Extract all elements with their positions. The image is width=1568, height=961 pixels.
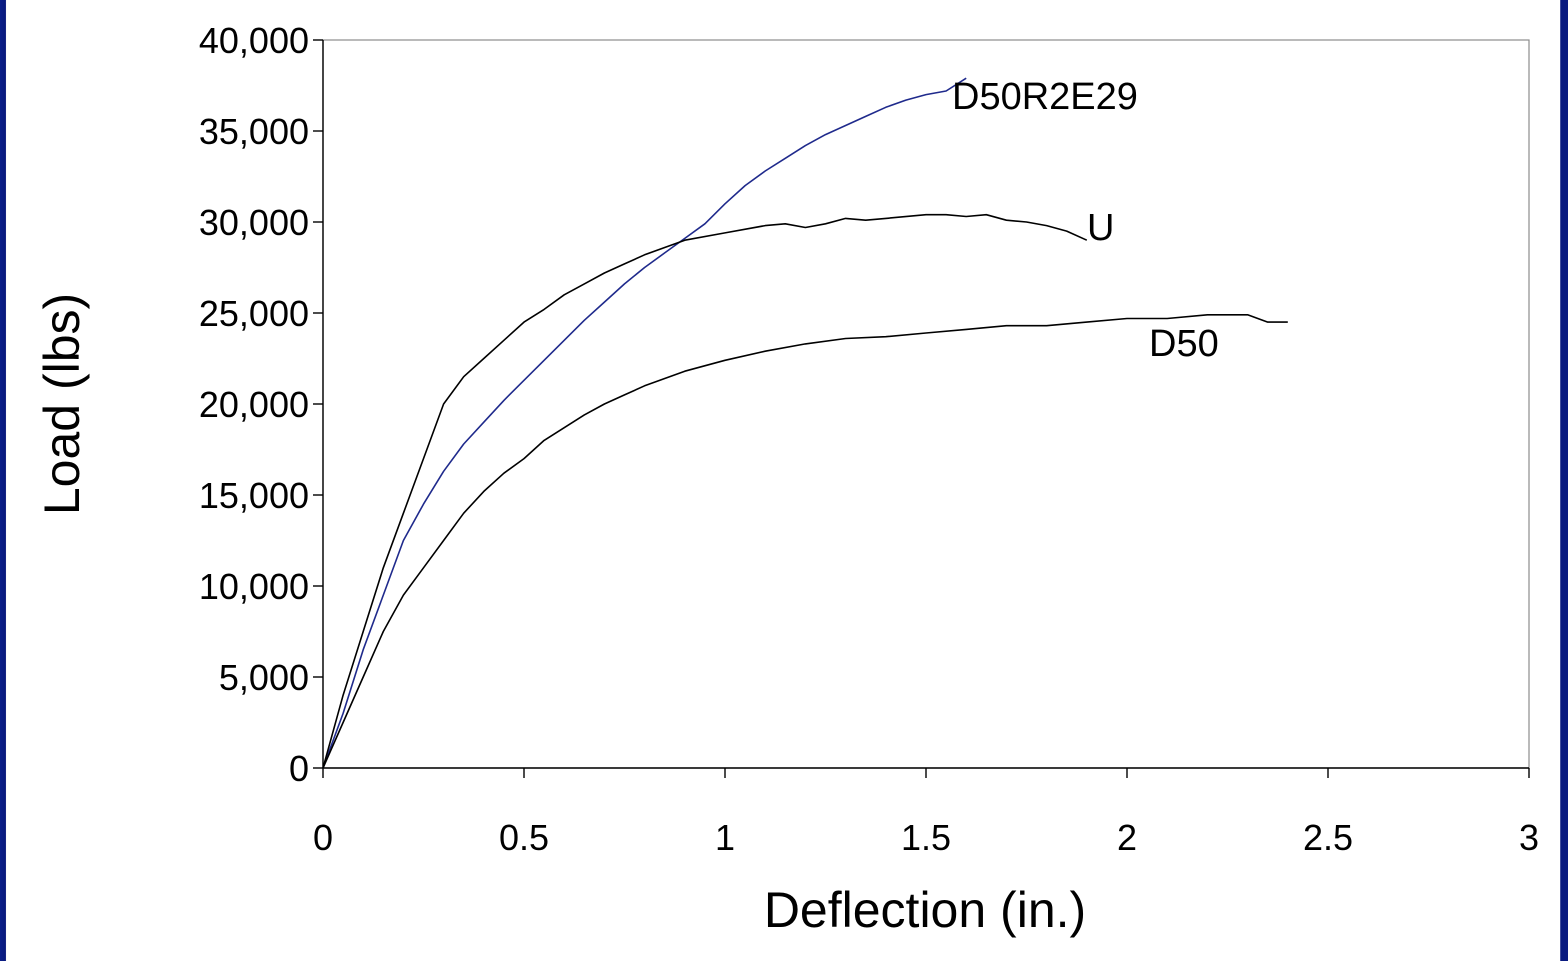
series-label-d50: D50 [1149, 323, 1219, 365]
x-tick-label: 3 [1519, 817, 1539, 858]
y-tick-label: 35,000 [199, 111, 309, 152]
x-tick-label: 0.5 [499, 817, 549, 858]
x-tick-label: 1.5 [901, 817, 951, 858]
y-tick-label: 5,000 [219, 657, 309, 698]
y-tick-label: 25,000 [199, 293, 309, 334]
y-tick-label: 0 [289, 748, 309, 789]
series-label-d50r2e29: D50R2E29 [952, 76, 1138, 118]
plot-frame [322, 39, 1530, 769]
y-tick-label: 20,000 [199, 384, 309, 425]
series-layer [322, 77, 1288, 769]
x-tick-label: 2.5 [1303, 817, 1353, 858]
y-tick-label: 30,000 [199, 202, 309, 243]
y-tick-label: 40,000 [199, 20, 309, 61]
axes-layer: 0 5,000 10,000 15,000 20,000 25,000 30,000 35,0… [199, 20, 1539, 858]
x-tick-label: 0 [313, 817, 333, 858]
series-label-u: U [1087, 207, 1114, 249]
series-line-d50r2e29 [322, 77, 967, 769]
labels-layer: D50R2E29 U D50 [952, 76, 1219, 365]
series-line-u [322, 213, 1088, 769]
y-tick-label: 10,000 [199, 566, 309, 607]
x-tick-label: 2 [1117, 817, 1137, 858]
series-line-d50 [322, 313, 1288, 769]
y-tick-label: 15,000 [199, 475, 309, 516]
x-tick-label: 1 [715, 817, 735, 858]
y-axis-title: Load (lbs) [34, 293, 90, 515]
x-axis-title: Deflection (in.) [764, 882, 1086, 938]
